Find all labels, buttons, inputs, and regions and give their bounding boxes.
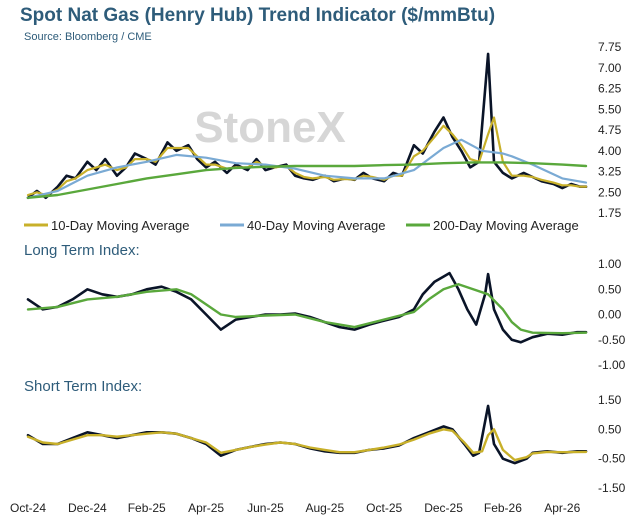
y-tick-label: 1.75 [598, 206, 622, 220]
panel-1: 1.00 0.50 0.00 -0.50 -1.00 Long Term Index: [24, 242, 626, 372]
series-line-long_index [26, 283, 588, 335]
series-line-short_index [26, 428, 588, 462]
y-tick-label: 7.00 [598, 61, 622, 75]
y-tick-label: 1.50 [598, 393, 622, 407]
panel-0: 1.75 2.50 3.25 4.00 4.75 5.50 6.25 7.00 7.75 [26, 40, 622, 220]
y-tick-label: 4.00 [598, 144, 622, 158]
series-line-index_line [26, 404, 588, 465]
y-tick-label: 4.75 [598, 123, 622, 137]
x-tick-label: Dec-25 [424, 501, 463, 515]
x-tick-label: Apr-26 [544, 501, 580, 515]
y-tick-label: 0.00 [598, 308, 622, 322]
panel-2: 1.50 0.50 -0.50 -1.50 Short Term Index: [24, 378, 626, 495]
series-line-ma200 [26, 161, 588, 199]
x-tick-label: Feb-26 [484, 501, 522, 515]
y-tick-label: 3.25 [598, 165, 622, 179]
x-tick-label: Dec-24 [68, 501, 107, 515]
y-tick-label: 1.00 [598, 257, 622, 271]
x-tick-label: Oct-24 [10, 501, 46, 515]
y-tick-label: -0.50 [598, 333, 626, 347]
y-tick-label: -0.50 [598, 452, 626, 466]
legend: 10-Day Moving Average 40-Day Moving Avera… [24, 218, 579, 233]
series-line-ma10 [26, 116, 588, 197]
x-axis: Oct-24 Dec-24 Feb-25 Apr-25 Jun-25 Aug-25 Oct-… [10, 501, 581, 515]
x-tick-label: Apr-25 [188, 501, 224, 515]
x-tick-label: Feb-25 [128, 501, 166, 515]
y-tick-label: -1.00 [598, 358, 626, 372]
y-tick-label: 0.50 [598, 282, 622, 296]
chart-title: Spot Nat Gas (Henry Hub) Trend Indicator… [20, 5, 496, 26]
chart-source: Source: Bloomberg / CME [24, 31, 152, 43]
series-line-ma40 [26, 138, 588, 199]
legend-label-ma40: 40-Day Moving Average [247, 218, 386, 233]
x-tick-label: Aug-25 [305, 501, 344, 515]
watermark-text: StoneX [194, 103, 346, 152]
y-tick-label: 2.50 [598, 185, 622, 199]
y-tick-label: 7.75 [598, 40, 622, 54]
series-line-price [26, 52, 588, 200]
legend-label-ma10: 10-Day Moving Average [51, 218, 190, 233]
y-tick-label: 5.50 [598, 102, 622, 116]
panel-title: Long Term Index: [24, 242, 140, 259]
y-tick-label: 0.50 [598, 422, 622, 436]
x-tick-label: Jun-25 [247, 501, 284, 515]
x-tick-label: Oct-25 [366, 501, 402, 515]
panel-title: Short Term Index: [24, 378, 142, 395]
legend-label-ma200: 200-Day Moving Average [433, 218, 579, 233]
y-tick-label: 6.25 [598, 82, 622, 96]
y-tick-label: -1.50 [598, 481, 626, 495]
